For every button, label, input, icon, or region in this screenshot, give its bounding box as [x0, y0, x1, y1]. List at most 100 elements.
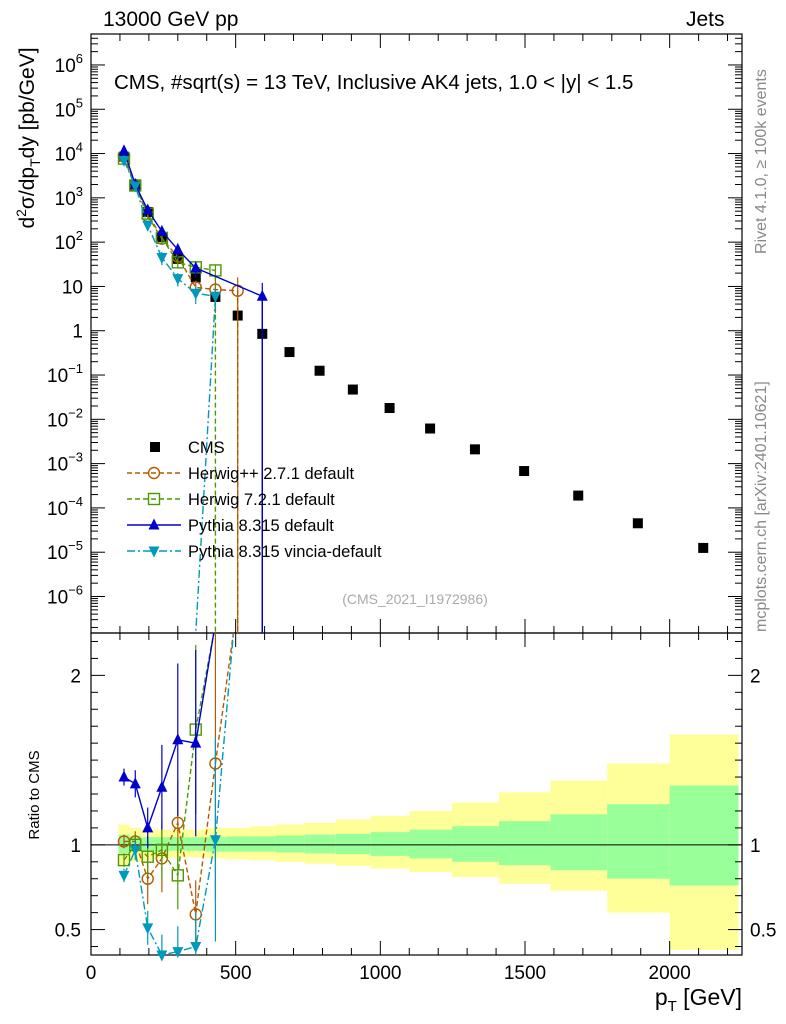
source-label: mcplots.cern.ch [arXiv:2401.10621]	[753, 381, 770, 632]
series-line	[123, 156, 239, 633]
y-tick-label: 10−1	[47, 361, 83, 387]
ratio-point	[129, 777, 141, 789]
data-point	[156, 224, 168, 236]
ratio-point	[142, 923, 154, 935]
legend-label: Herwig++ 2.7.1 default	[188, 465, 354, 483]
y-tick-label: 104	[55, 140, 83, 166]
ratio-line-exit	[214, 632, 235, 840]
band-green	[304, 834, 336, 854]
ratio-point	[190, 736, 202, 748]
legend-entry: Herwig 7.2.1 default	[127, 491, 335, 509]
band-green	[226, 836, 250, 852]
y-tick-label: 10−4	[47, 494, 83, 520]
ratio-point	[118, 870, 130, 882]
ratio-line-exit	[195, 632, 215, 744]
data-point	[425, 423, 436, 434]
ratio-point	[155, 843, 169, 857]
data-series	[117, 144, 709, 962]
data-point	[632, 518, 643, 529]
data-point	[190, 261, 202, 273]
data-point	[156, 253, 168, 265]
y-tick-label: 10−2	[47, 405, 83, 431]
legend-entry: CMS	[150, 439, 225, 457]
energy-label: 13000 GeV pp	[103, 8, 239, 31]
data-point	[118, 144, 130, 156]
ratio-point	[142, 821, 154, 833]
ratio-point	[141, 850, 154, 863]
x-tick-label: 0	[86, 963, 97, 984]
analysis-id: (CMS_2021_I1972986)	[342, 591, 488, 607]
ratio-point	[171, 816, 185, 830]
y-tick-label: 105	[55, 95, 83, 121]
ratio-point	[209, 835, 221, 847]
series-line	[123, 160, 217, 634]
y-tick-label: 1	[72, 322, 83, 343]
y-tick-label: 10	[62, 277, 83, 298]
data-point	[384, 403, 395, 414]
band-green	[452, 826, 499, 862]
observable-label: Jets	[686, 8, 725, 31]
data-point	[347, 384, 358, 395]
data-point	[698, 542, 709, 553]
data-point	[519, 466, 530, 477]
legend-marker	[148, 546, 160, 558]
data-point	[469, 444, 480, 455]
series-herwig-7-2-1-default	[117, 152, 222, 633]
ratio-point	[171, 869, 185, 882]
band-green	[607, 804, 670, 879]
data-point	[118, 155, 130, 167]
band-green	[370, 832, 410, 856]
legend-marker	[147, 492, 161, 506]
ratio-y-label: Ratio to CMS	[26, 750, 43, 839]
y-tick-label: 106	[55, 51, 83, 77]
ratio-point	[129, 845, 141, 857]
ratio-y-tick-label: 1	[70, 836, 81, 857]
legend: CMS Herwig++ 2.7.1 default Herwig 7.2.1 de…	[127, 439, 382, 561]
series-line	[123, 158, 217, 633]
legend-label: Pythia 8.315 default	[188, 517, 334, 535]
legend-label: CMS	[188, 439, 225, 457]
legend-marker	[147, 466, 161, 480]
y-tick-label: 10−6	[47, 583, 83, 609]
data-point	[209, 291, 221, 303]
ratio-y-tick-label: 1	[750, 836, 761, 857]
ratio-point	[172, 733, 184, 745]
legend-marker	[150, 442, 160, 452]
band-green	[498, 821, 551, 866]
data-point	[142, 203, 154, 215]
ratio-point	[156, 950, 168, 962]
legend-entry: Pythia 8.315 vincia-default	[127, 543, 382, 561]
ratio-point	[172, 947, 184, 959]
data-point	[284, 347, 295, 358]
ratio-point	[156, 780, 168, 792]
ratio-uncertainty-bands	[118, 734, 739, 950]
ratio-point	[118, 770, 130, 782]
ratio-y-tick-label: 0.5	[750, 921, 776, 942]
ratio-line-exit	[214, 632, 235, 764]
band-green	[335, 833, 371, 855]
data-point	[190, 288, 202, 300]
data-point	[573, 490, 584, 501]
band-green	[550, 814, 608, 871]
legend-entry: Pythia 8.315 default	[127, 517, 334, 535]
data-point	[129, 181, 141, 193]
main-y-axis-label: d2σ/dpTdy [pb/GeV]	[13, 47, 43, 228]
y-tick-label: 10−5	[47, 538, 83, 564]
x-axis-label: pT [GeV]	[655, 984, 742, 1015]
plot-title: CMS, #sqrt(s) = 13 TeV, Inclusive AK4 je…	[114, 71, 633, 94]
y-tick-label: 10−3	[47, 450, 83, 476]
y-tick-label: 102	[55, 228, 83, 254]
x-tick-label: 500	[220, 963, 252, 984]
data-point	[256, 289, 268, 301]
series-pythia-8-315-vincia-default	[118, 155, 221, 634]
ratio-y-tick-label: 2	[750, 666, 761, 687]
band-green	[275, 835, 305, 853]
legend-entry: Herwig++ 2.7.1 default	[127, 465, 354, 483]
ratio-point	[117, 853, 131, 867]
ratio-series-herwig-7-2-1-default	[117, 632, 215, 910]
ratio-series-pythia-8-315-default	[118, 632, 215, 849]
data-point	[314, 365, 325, 376]
y-tick-label: 103	[55, 184, 83, 210]
ratio-line	[123, 729, 197, 878]
